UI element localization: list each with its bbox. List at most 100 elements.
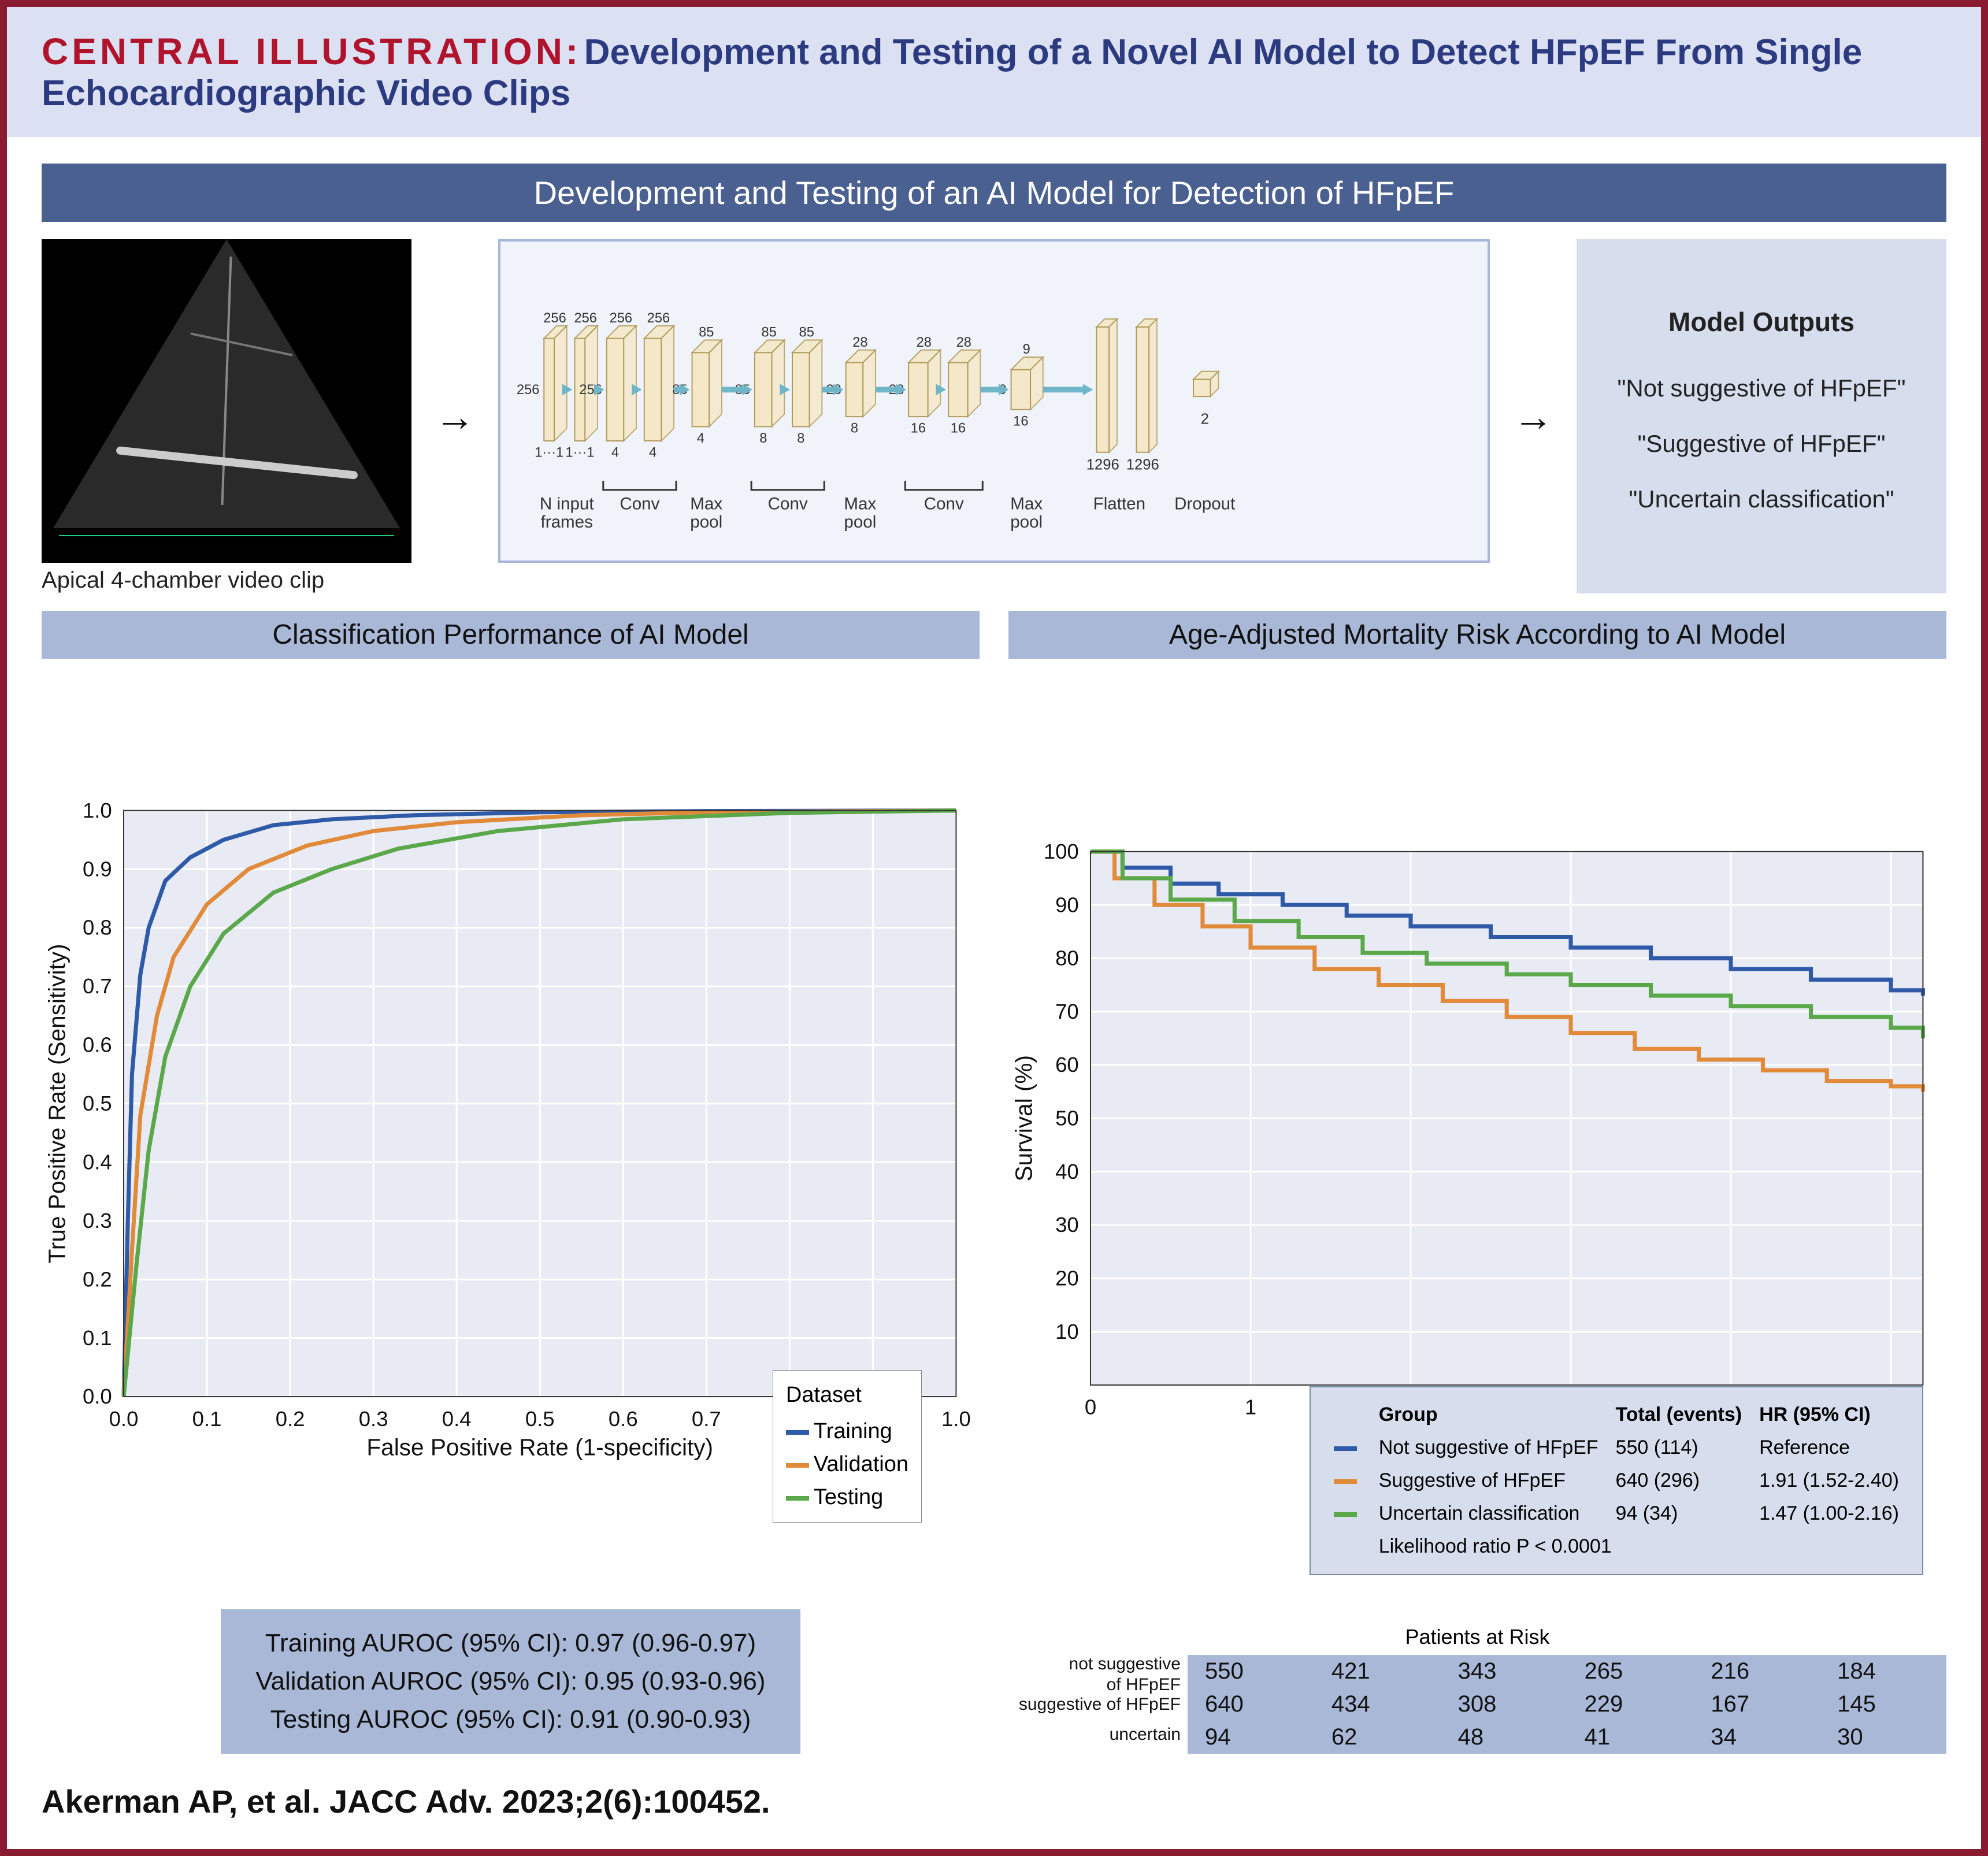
svg-text:4: 4 (649, 446, 657, 461)
arrow-icon: → (429, 394, 481, 440)
roc-panel: Classification Performance of AI Model 0… (42, 611, 980, 1754)
output-item: "Not suggestive of HFpEF" (1617, 374, 1905, 402)
svg-text:85: 85 (761, 325, 776, 340)
svg-text:1296: 1296 (1086, 456, 1119, 473)
charts-row: Classification Performance of AI Model 0… (42, 611, 1946, 1754)
auroc-box: Training AUROC (95% CI): 0.97 (0.96-0.97… (221, 1609, 800, 1754)
arrow-icon: → (1507, 394, 1559, 440)
svg-text:85: 85 (699, 325, 714, 340)
svg-text:28: 28 (956, 335, 971, 350)
svg-text:1: 1 (1245, 1395, 1256, 1419)
svg-text:90: 90 (1055, 893, 1079, 916)
svg-text:0.6: 0.6 (83, 1033, 112, 1057)
svg-text:40: 40 (1055, 1160, 1079, 1183)
svg-text:16: 16 (911, 421, 926, 436)
svg-text:256: 256 (517, 383, 539, 398)
svg-text:1···1: 1···1 (535, 446, 563, 461)
svg-text:0.7: 0.7 (692, 1407, 721, 1431)
svg-text:8: 8 (851, 421, 858, 436)
svg-text:100: 100 (1044, 840, 1079, 863)
section-header: Development and Testing of an AI Model f… (42, 164, 1946, 222)
svg-text:0.6: 0.6 (609, 1407, 638, 1431)
km-panel: Age-Adjusted Mortality Risk According to… (1008, 611, 1946, 1754)
svg-text:20: 20 (1055, 1266, 1079, 1290)
svg-text:frames: frames (541, 513, 593, 532)
svg-text:30: 30 (1055, 1213, 1079, 1237)
svg-text:0.0: 0.0 (83, 1384, 112, 1408)
svg-text:50: 50 (1055, 1107, 1079, 1130)
svg-text:Survival (%): Survival (%) (1011, 1055, 1037, 1182)
output-item: "Uncertain classification" (1629, 485, 1894, 513)
svg-text:1···1: 1···1 (565, 446, 594, 461)
svg-text:True Positive Rate (Sensitivit: True Positive Rate (Sensitivity) (44, 944, 71, 1263)
svg-text:Max: Max (1010, 494, 1043, 513)
figure-frame: CENTRAL ILLUSTRATION: Development and Te… (0, 0, 1988, 1856)
roc-title: Classification Performance of AI Model (42, 611, 980, 659)
svg-text:16: 16 (951, 421, 966, 436)
svg-text:Max: Max (690, 494, 722, 513)
svg-text:0.7: 0.7 (83, 974, 112, 998)
roc-legend: Dataset TrainingValidationTesting (773, 1370, 922, 1523)
svg-text:1.0: 1.0 (941, 1407, 971, 1431)
svg-text:9: 9 (1023, 342, 1030, 357)
svg-text:0: 0 (1085, 1395, 1096, 1419)
svg-text:0.9: 0.9 (83, 857, 112, 881)
svg-text:Conv: Conv (924, 494, 964, 513)
svg-text:pool: pool (690, 513, 722, 532)
svg-text:28: 28 (852, 335, 867, 350)
svg-text:8: 8 (759, 431, 767, 446)
svg-text:28: 28 (917, 335, 932, 350)
risk-header: Patients at Risk (1008, 1625, 1946, 1649)
svg-text:0.3: 0.3 (359, 1407, 388, 1431)
risk-table: not suggestiveof HFpEFsuggestive of HFpE… (1008, 1655, 1946, 1754)
svg-text:0.4: 0.4 (442, 1407, 472, 1431)
svg-text:0.2: 0.2 (276, 1407, 305, 1431)
svg-text:70: 70 (1055, 1000, 1079, 1023)
svg-text:False Positive Rate (1-specifi: False Positive Rate (1-specificity) (366, 1434, 713, 1460)
svg-text:16: 16 (1013, 414, 1028, 429)
svg-text:0.5: 0.5 (83, 1092, 112, 1115)
echo-image (42, 239, 411, 563)
output-item: "Suggestive of HFpEF" (1637, 430, 1885, 458)
svg-text:8: 8 (797, 431, 804, 446)
svg-text:256: 256 (610, 311, 632, 326)
echo-caption: Apical 4-chamber video clip (42, 567, 411, 593)
svg-text:4: 4 (611, 446, 619, 461)
pipeline-row: Apical 4-chamber video clip → 256 1···1 25… (42, 239, 1946, 593)
svg-text:0.3: 0.3 (83, 1209, 112, 1233)
title-bar: CENTRAL ILLUSTRATION: Development and Te… (7, 7, 1981, 140)
svg-text:pool: pool (844, 513, 876, 532)
svg-text:Conv: Conv (620, 494, 659, 513)
svg-text:0.1: 0.1 (192, 1407, 222, 1431)
km-title: Age-Adjusted Mortality Risk According to… (1008, 611, 1946, 659)
roc-chart: 0.0 0.1 0.2 0.3 0.4 0.5 0.6 0.7 0.8 0.9 1.0 0.0 0.1 0… (42, 668, 980, 1592)
svg-text:Dropout: Dropout (1174, 494, 1235, 513)
svg-text:85: 85 (799, 325, 814, 340)
content: Development and Testing of an AI Model f… (7, 140, 1981, 1754)
svg-text:Conv: Conv (768, 494, 808, 513)
svg-text:256: 256 (574, 311, 597, 326)
km-legend: GroupTotal (events)HR (95% CI)Not sugges… (1310, 1386, 1923, 1575)
svg-text:0.5: 0.5 (525, 1407, 555, 1431)
km-chart: 012345102030405060708090100YearsSurvival… (1008, 668, 1946, 1621)
svg-text:256: 256 (543, 311, 566, 326)
svg-text:10: 10 (1055, 1320, 1079, 1343)
architecture-diagram: 2561···12562561···125642562564Conv85485M… (498, 239, 1490, 563)
svg-text:0.0: 0.0 (109, 1407, 139, 1431)
svg-text:60: 60 (1055, 1053, 1079, 1077)
svg-text:Flatten: Flatten (1093, 494, 1145, 513)
svg-text:0.2: 0.2 (83, 1267, 112, 1291)
svg-text:0.1: 0.1 (83, 1326, 112, 1350)
title-red: CENTRAL ILLUSTRATION: (42, 31, 581, 72)
svg-text:1296: 1296 (1126, 456, 1159, 473)
svg-text:Max: Max (844, 494, 876, 513)
echo-panel: Apical 4-chamber video clip (42, 239, 411, 593)
svg-text:1.0: 1.0 (83, 799, 112, 822)
outputs-header: Model Outputs (1668, 306, 1855, 337)
svg-text:0.4: 0.4 (83, 1150, 112, 1174)
svg-text:256: 256 (647, 311, 670, 326)
svg-text:4: 4 (697, 431, 704, 446)
model-outputs: Model Outputs "Not suggestive of HFpEF" … (1577, 239, 1946, 593)
svg-text:0.8: 0.8 (83, 916, 112, 940)
svg-text:pool: pool (1010, 513, 1043, 532)
